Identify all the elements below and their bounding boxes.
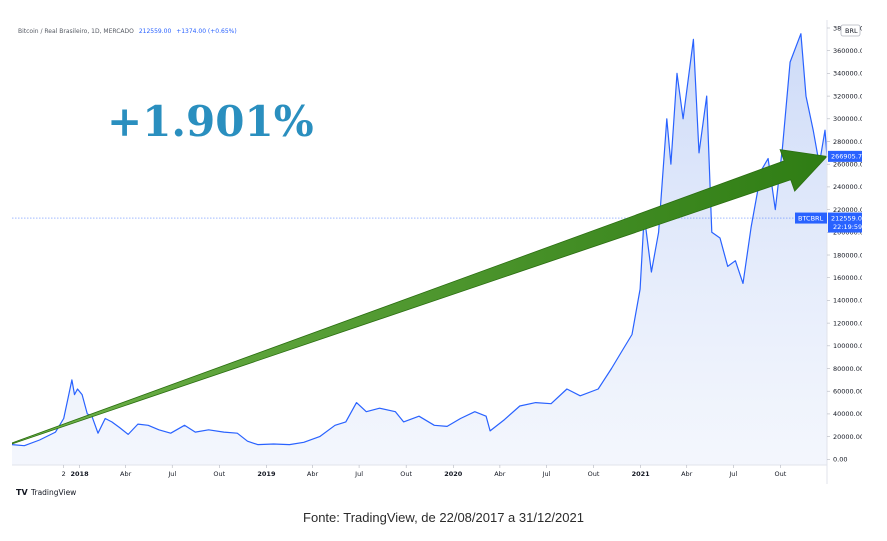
y-tick-label: 160000.00 — [833, 274, 862, 282]
trend-arrow — [12, 149, 828, 445]
source-caption: Fonte: TradingView, de 22/08/2017 a 31/1… — [303, 510, 584, 525]
y-tick-label: 260000.00 — [833, 161, 862, 169]
x-tick-label: Abr — [307, 470, 319, 478]
x-axis[interactable]: 2 2018 Abr Jul Out 2019 Abr Jul Out 2020 Abr Jul Out… — [62, 465, 787, 478]
y-tick-label: 280000.00 — [833, 138, 862, 146]
y-tick-label: 180000.00 — [833, 251, 862, 259]
last-price-badge — [828, 212, 862, 233]
y-tick-label: 200000.00 — [833, 229, 862, 237]
x-tick-label: Abr — [681, 470, 693, 478]
series-line — [12, 33, 828, 447]
x-tick-label: 2019 — [257, 470, 276, 478]
y-tick-label: 360000.00 — [833, 47, 862, 55]
currency-label: BRL — [845, 27, 858, 35]
x-tick-label: Jul — [542, 470, 551, 478]
chart-symbol-title: Bitcoin / Real Brasileiro, 1D, MERCADO 2… — [18, 28, 237, 35]
symbol-tag-label: BTCBRL — [798, 214, 824, 222]
x-tick-label: 2021 — [632, 470, 651, 478]
x-tick-label: 2020 — [444, 470, 463, 478]
tradingview-icon: TV — [16, 488, 28, 497]
y-tick-label: 220000.00 — [833, 206, 862, 214]
last-price-label: 212559.00 — [831, 214, 862, 222]
y-tick-label: 60000.00 — [833, 388, 862, 396]
y-tick-label: 20000.00 — [833, 433, 862, 441]
y-tick-label: 140000.00 — [833, 297, 862, 305]
y-tick-label: 100000.00 — [833, 342, 862, 350]
chart-frame: Bitcoin / Real Brasileiro, 1D, MERCADO 2… — [12, 20, 862, 504]
y-axis[interactable]: 0.00 20000.00 40000.00 60000.00 80000.00 1000… — [827, 24, 862, 464]
countdown-label: 22:19:59 — [833, 223, 862, 231]
x-tick-label: Out — [400, 470, 412, 478]
trend-arrow-shape — [12, 149, 828, 445]
x-tick-label: 2 — [62, 470, 66, 478]
arrow-price-label: 266905.75 — [831, 153, 862, 161]
y-tick-label: 320000.00 — [833, 92, 862, 100]
x-tick-label: Jul — [167, 470, 176, 478]
price-area — [12, 33, 827, 465]
x-tick-label: Out — [775, 470, 787, 478]
x-tick-label: 2018 — [71, 470, 90, 478]
y-tick-label: 240000.00 — [833, 183, 862, 191]
gain-annotation: +1.901% — [107, 97, 314, 146]
x-tick-label: Jul — [728, 470, 737, 478]
symbol-tag — [795, 212, 827, 224]
x-tick-label: Abr — [120, 470, 132, 478]
x-tick-label: Jul — [354, 470, 363, 478]
tradingview-logo[interactable]: TV TradingView — [16, 488, 76, 497]
y-tick-label: 80000.00 — [833, 365, 862, 373]
x-tick-label: Out — [213, 470, 225, 478]
currency-badge[interactable] — [840, 24, 861, 37]
arrow-price-badge — [828, 150, 862, 162]
x-tick-label: Out — [588, 470, 600, 478]
y-tick-label: 300000.00 — [833, 115, 862, 123]
brand-label: TradingView — [30, 488, 76, 497]
y-tick-label: 340000.00 — [833, 70, 862, 78]
price-line — [12, 33, 828, 447]
y-tick-label: 120000.00 — [833, 319, 862, 327]
x-tick-label: Abr — [494, 470, 506, 478]
price-chart[interactable]: Bitcoin / Real Brasileiro, 1D, MERCADO 2… — [12, 20, 862, 504]
y-tick-label: 0.00 — [833, 456, 847, 464]
y-tick-label: 40000.00 — [833, 410, 862, 418]
area-fill — [12, 33, 827, 465]
